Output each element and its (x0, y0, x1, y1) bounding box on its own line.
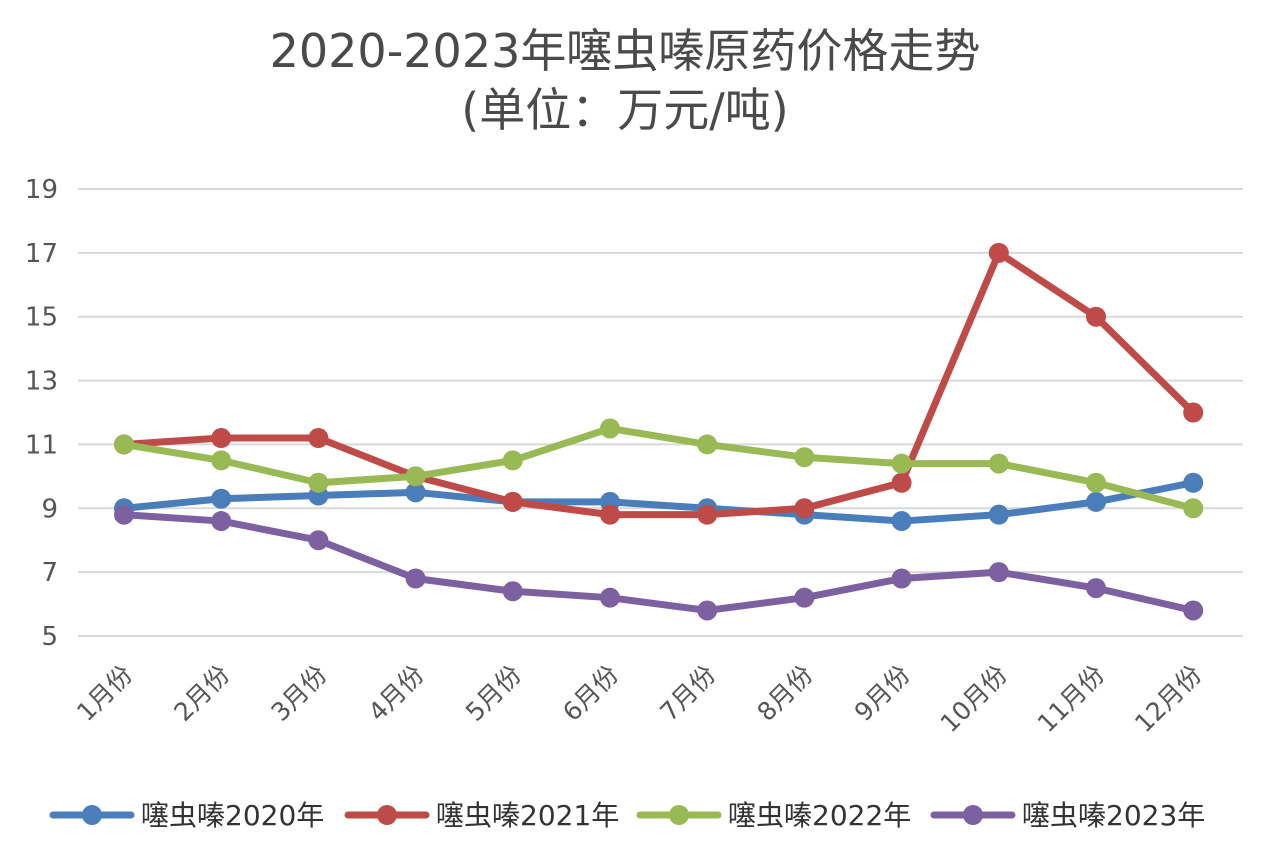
legend-item: 噻虫嗪2023年 (930, 799, 1205, 832)
data-point (697, 504, 718, 525)
data-point (211, 428, 232, 449)
data-point (502, 491, 523, 512)
y-tick-label: 5 (41, 622, 58, 652)
x-tick-label: 4月份 (363, 660, 430, 727)
legend-marker (963, 805, 983, 825)
y-tick-label: 13 (25, 367, 58, 397)
data-point (1086, 306, 1106, 327)
data-point (988, 562, 1009, 583)
x-tick-label: 3月份 (266, 660, 333, 727)
y-axis: 5 7 9 11 13 15 17 19 (25, 175, 58, 652)
data-point (891, 568, 912, 589)
series-line (120, 249, 1197, 519)
data-point (1183, 472, 1204, 493)
legend: 噻虫嗪2020年 噻虫嗪2021年 噻虫嗪2022年 噻虫嗪2023年 (49, 799, 1205, 832)
legend-label: 噻虫嗪2023年 (1022, 799, 1205, 832)
series-group (114, 504, 1204, 621)
series-group (114, 472, 1204, 532)
y-tick-label: 17 (25, 239, 58, 269)
x-tick-label: 10月份 (935, 660, 1013, 738)
data-point (114, 504, 134, 525)
chart-subtitle: (单位：万元/吨) (461, 83, 788, 137)
legend-item: 噻虫嗪2021年 (344, 799, 619, 832)
data-point (405, 466, 426, 487)
data-point (1086, 491, 1106, 512)
data-point (891, 511, 912, 532)
series-group (114, 242, 1204, 525)
series-line (120, 479, 1197, 525)
data-point (502, 581, 523, 602)
y-tick-label: 7 (41, 558, 58, 588)
data-point (600, 418, 620, 439)
data-point (1183, 402, 1204, 423)
data-point (1183, 600, 1204, 621)
data-point (211, 488, 232, 509)
data-point (794, 587, 815, 608)
data-point (308, 530, 329, 551)
data-point (211, 450, 232, 471)
data-point (1086, 472, 1106, 493)
chart-title: 2020-2023年噻虫嗪原药价格走势 (270, 24, 981, 78)
data-point (600, 587, 620, 608)
x-tick-label: 1月份 (71, 660, 138, 727)
x-tick-label: 2月份 (168, 660, 235, 727)
data-point (114, 434, 134, 455)
data-point (697, 434, 718, 455)
data-point (405, 482, 426, 503)
gridlines (78, 188, 1243, 637)
data-point (891, 472, 912, 493)
y-tick-label: 15 (25, 303, 58, 333)
series-line (120, 511, 1197, 614)
data-point (502, 450, 523, 471)
data-point (600, 504, 620, 525)
data-point (794, 498, 815, 519)
legend-label: 噻虫嗪2022年 (728, 799, 911, 832)
data-point (697, 600, 718, 621)
x-tick-label: 8月份 (752, 660, 819, 727)
x-tick-label: 11月份 (1032, 660, 1110, 738)
series-line (120, 424, 1197, 512)
data-point (1086, 578, 1106, 599)
legend-item: 噻虫嗪2022年 (636, 799, 911, 832)
legend-item: 噻虫嗪2020年 (49, 799, 324, 832)
y-tick-label: 11 (25, 430, 58, 460)
data-point (988, 453, 1009, 474)
series-group (114, 418, 1204, 519)
legend-label: 噻虫嗪2021年 (436, 799, 619, 832)
x-tick-label: 5月份 (460, 660, 527, 727)
x-tick-label: 6月份 (557, 660, 624, 727)
x-axis: 1月份 2月份 3月份 4月份 5月份 6月份 7月份 8月份 9月份 10月份 11月份 12月份 (71, 660, 1207, 738)
data-point (988, 242, 1009, 263)
x-tick-label: 12月份 (1129, 660, 1207, 738)
data-point (211, 511, 232, 532)
series-lines (114, 242, 1204, 621)
data-point (794, 447, 815, 468)
legend-marker (669, 805, 689, 825)
legend-marker (377, 805, 397, 825)
data-point (988, 504, 1009, 525)
data-point (1183, 498, 1204, 519)
y-tick-label: 9 (41, 494, 58, 524)
legend-label: 噻虫嗪2020年 (141, 799, 324, 832)
y-tick-label: 19 (25, 175, 58, 205)
data-point (405, 568, 426, 589)
data-point (891, 453, 912, 474)
data-point (308, 428, 329, 449)
legend-marker (82, 805, 102, 825)
x-tick-label: 9月份 (849, 660, 916, 727)
data-point (308, 472, 329, 493)
x-tick-label: 7月份 (654, 660, 721, 727)
